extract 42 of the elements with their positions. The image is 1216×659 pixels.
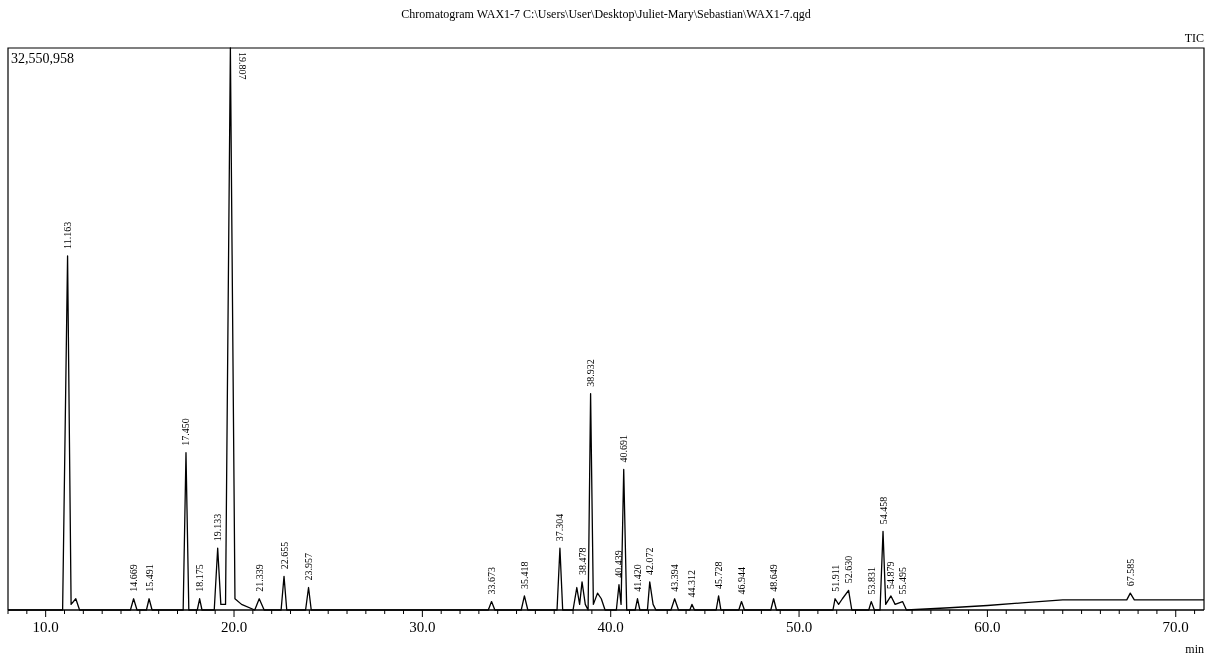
annotation: 51.911 bbox=[829, 564, 841, 592]
annotation: 11.163 bbox=[62, 221, 74, 249]
x-tick-label: 20.0 bbox=[220, 619, 248, 635]
annotation: 21.339 bbox=[253, 564, 265, 592]
x-tick-label: 40.0 bbox=[597, 619, 624, 635]
annotation: 45.728 bbox=[713, 561, 725, 589]
annotation: 35.418 bbox=[518, 561, 530, 589]
annotation: 19.807 bbox=[237, 52, 249, 80]
annotation: 15.491 bbox=[143, 564, 155, 592]
x-tick-label: 60.0 bbox=[974, 619, 1001, 635]
annotation: 32,550,958 bbox=[11, 51, 74, 66]
annotation: 53.831 bbox=[865, 567, 877, 595]
annotation: 23.957 bbox=[303, 553, 315, 581]
annotation: 33.673 bbox=[486, 567, 498, 595]
text: TIC bbox=[1184, 31, 1204, 45]
x-tick-label: 70.0 bbox=[1162, 619, 1189, 635]
x-tick-label: 50.0 bbox=[785, 619, 813, 635]
x-tick-label: 30.0 bbox=[409, 619, 436, 635]
x-tick-label: 10.0 bbox=[32, 619, 59, 635]
annotation: 48.649 bbox=[768, 564, 780, 592]
annotation: 43.394 bbox=[669, 564, 681, 592]
chart-title: Chromatogram WAX1-7 C:\Users\User\Desktop\Juliet-Mary\Sebastian\WAX1-7.qgd bbox=[401, 7, 811, 21]
annotation: 46.944 bbox=[736, 567, 747, 595]
annotation: 22.655 bbox=[278, 541, 290, 570]
annotation: 54.458 bbox=[877, 496, 889, 525]
annotation: 67.585 bbox=[1124, 558, 1136, 587]
x-axis-title: min bbox=[1185, 642, 1204, 656]
annotation: 42.072 bbox=[644, 547, 656, 575]
annotation: 55.495 bbox=[897, 567, 909, 595]
annotation: 40.439 bbox=[613, 550, 625, 578]
annotation: 54.879 bbox=[885, 561, 897, 589]
annotation: 44.312 bbox=[686, 569, 698, 598]
annotation: 41.420 bbox=[631, 564, 643, 592]
annotation: 38.478 bbox=[576, 547, 588, 575]
annotation: 18.175 bbox=[194, 564, 206, 592]
annotation: 37.304 bbox=[554, 513, 566, 542]
annotation: 19.133 bbox=[212, 513, 224, 542]
annotation: 40.691 bbox=[618, 435, 630, 463]
annotation: 38.932 bbox=[585, 359, 597, 387]
annotation: 14.669 bbox=[128, 564, 140, 592]
annotation: 17.450 bbox=[180, 418, 192, 446]
annotation: 52.630 bbox=[843, 555, 855, 584]
